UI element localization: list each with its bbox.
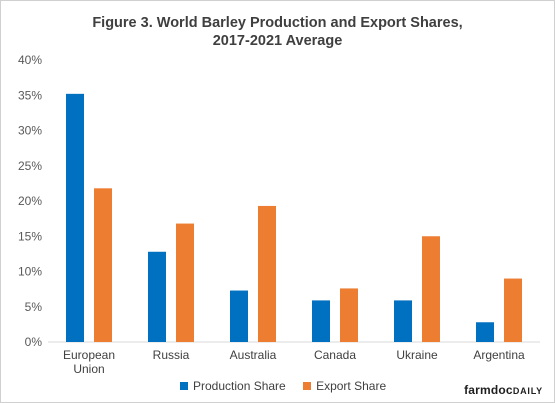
legend-label-export: Export Share — [316, 379, 387, 393]
x-category-label: European — [63, 348, 115, 362]
legend-label-production: Production Share — [193, 379, 286, 393]
y-tick-label: 15% — [18, 229, 42, 243]
x-category-label: Ukraine — [396, 348, 438, 362]
y-tick-label: 5% — [25, 300, 43, 314]
y-tick-label: 40% — [18, 53, 42, 67]
chart-title-line1: Figure 3. World Barley Production and Ex… — [92, 15, 463, 31]
y-tick-label: 25% — [18, 159, 42, 173]
bar-production-share — [66, 93, 84, 342]
brand-suffix: DAILY — [512, 386, 543, 396]
bar-export-share — [176, 223, 194, 342]
bar-export-share — [258, 205, 276, 342]
bar-production-share — [394, 300, 412, 342]
y-tick-label: 0% — [25, 335, 43, 349]
bar-export-share — [94, 188, 112, 342]
bar-export-share — [504, 278, 522, 342]
brand-logo: farmdocDAILY — [464, 383, 543, 397]
x-category-label: Russia — [153, 348, 190, 362]
bar-production-share — [148, 251, 166, 342]
bar-production-share — [230, 290, 248, 342]
legend: Production Share Export Share — [180, 379, 400, 393]
chart-title: Figure 3. World Barley Production and Ex… — [0, 14, 555, 50]
bar-production-share — [312, 300, 330, 342]
chart-title-line2: 2017-2021 Average — [212, 33, 343, 49]
legend-swatch-export — [303, 382, 312, 390]
bar-production-share — [476, 322, 494, 342]
x-category-label: Union — [73, 362, 104, 376]
y-tick-label: 20% — [18, 194, 42, 208]
bar-export-share — [422, 236, 440, 342]
brand-main: farmdoc — [464, 383, 513, 397]
y-tick-label: 35% — [18, 88, 42, 102]
x-category-label: Australia — [230, 348, 277, 362]
y-tick-label: 10% — [18, 265, 42, 279]
bar-export-share — [340, 288, 358, 342]
x-category-label: Argentina — [473, 348, 525, 362]
legend-swatch-production — [180, 382, 188, 390]
legend-item-production: Production Share — [180, 379, 286, 393]
legend-item-export: Export Share — [303, 379, 386, 393]
x-category-label: Canada — [314, 348, 356, 362]
y-tick-label: 30% — [18, 124, 42, 138]
